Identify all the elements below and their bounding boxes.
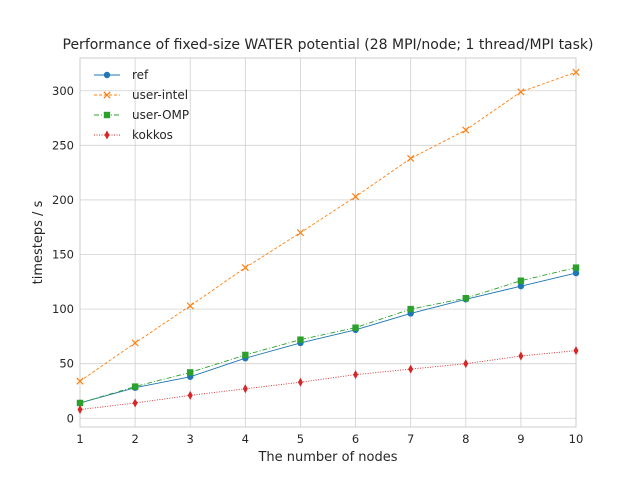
data-point-user-omp: [297, 336, 304, 343]
data-point-kokkos: [408, 364, 414, 374]
data-point-user-intel: [351, 193, 360, 201]
x-tick-label: 7: [407, 432, 414, 446]
series-ref: [76, 269, 580, 407]
data-point-user-omp: [462, 294, 469, 302]
data-point-user-omp: [242, 351, 249, 359]
legend-item-ref: ref: [94, 68, 149, 82]
data-point-kokkos: [132, 398, 138, 408]
data-point-user-intel: [241, 263, 249, 272]
data-point-kokkos: [187, 390, 193, 400]
data-point-kokkos: [518, 351, 524, 361]
legend-marker-user-intel: [103, 91, 111, 99]
y-tick-label: 250: [52, 138, 74, 152]
x-tick-label: 6: [352, 432, 359, 446]
y-tick-label: 100: [52, 302, 74, 316]
data-point-user-intel: [407, 154, 415, 163]
legend: ref user-intel user-OMP kokkos: [94, 68, 189, 142]
series-layer: [76, 68, 580, 415]
plot-area: [79, 57, 577, 428]
x-axis-label: The number of nodes: [257, 450, 397, 465]
x-tick-label: 8: [462, 432, 469, 446]
data-point-user-intel: [572, 68, 580, 76]
x-tick-label: 3: [187, 432, 194, 446]
legend-label-user-intel: user-intel: [132, 88, 188, 102]
data-point-user-intel: [186, 302, 194, 310]
data-point-user-omp: [572, 264, 580, 271]
x-tick-label: 4: [242, 432, 249, 446]
grid-lines: [79, 58, 577, 427]
data-point-user-omp: [517, 277, 525, 284]
data-point-ref: [572, 269, 580, 277]
legend-label-ref: ref: [132, 68, 149, 82]
data-point-user-omp: [131, 383, 139, 390]
legend-label-kokkos: kokkos: [132, 128, 173, 142]
series-line-user-omp: [79, 267, 577, 404]
legend-marker-ref: [103, 71, 111, 79]
data-point-kokkos: [297, 377, 303, 387]
data-point-user-omp: [76, 399, 84, 407]
x-tick-label: 9: [517, 432, 524, 446]
data-point-kokkos: [463, 359, 469, 369]
series-line-user-intel: [79, 71, 577, 382]
legend-item-user-omp: user-OMP: [94, 108, 189, 122]
data-point-kokkos: [77, 405, 83, 415]
data-point-user-intel: [76, 377, 84, 385]
legend-label-user-omp: user-OMP: [132, 108, 189, 122]
data-point-user-intel: [296, 229, 305, 237]
data-point-kokkos: [353, 370, 359, 380]
y-tick-label: 150: [52, 248, 74, 262]
data-point-user-omp: [187, 369, 194, 376]
series-line-ref: [79, 272, 577, 404]
x-tick-label: 1: [76, 432, 83, 446]
data-point-user-intel: [131, 339, 139, 347]
legend-marker-user-omp: [103, 111, 111, 119]
legend-marker-kokkos: [104, 130, 110, 140]
data-point-user-intel: [517, 88, 525, 96]
data-point-ref: [517, 282, 525, 290]
y-tick-label: 200: [52, 193, 74, 207]
x-tick-label: 5: [297, 432, 304, 446]
x-tick-label: 2: [131, 432, 138, 446]
data-point-user-omp: [407, 305, 414, 313]
y-axis-label: timesteps / s: [31, 200, 46, 284]
chart-title: Performance of fixed-size WATER potentia…: [63, 37, 594, 53]
y-tick-label: 50: [59, 357, 74, 371]
x-tick-label: 10: [569, 432, 584, 446]
data-point-kokkos: [573, 346, 579, 356]
legend-item-user-intel: user-intel: [94, 88, 188, 102]
y-tick-label: 0: [67, 411, 74, 425]
data-point-user-omp: [352, 324, 359, 331]
data-point-user-intel: [462, 126, 470, 134]
series-kokkos: [77, 346, 579, 415]
series-line-kokkos: [79, 350, 577, 410]
series-user-intel: [76, 68, 580, 385]
series-user-omp: [76, 264, 580, 407]
legend-item-kokkos: kokkos: [94, 128, 173, 142]
y-tick-label: 300: [52, 84, 74, 98]
data-point-kokkos: [242, 384, 248, 394]
